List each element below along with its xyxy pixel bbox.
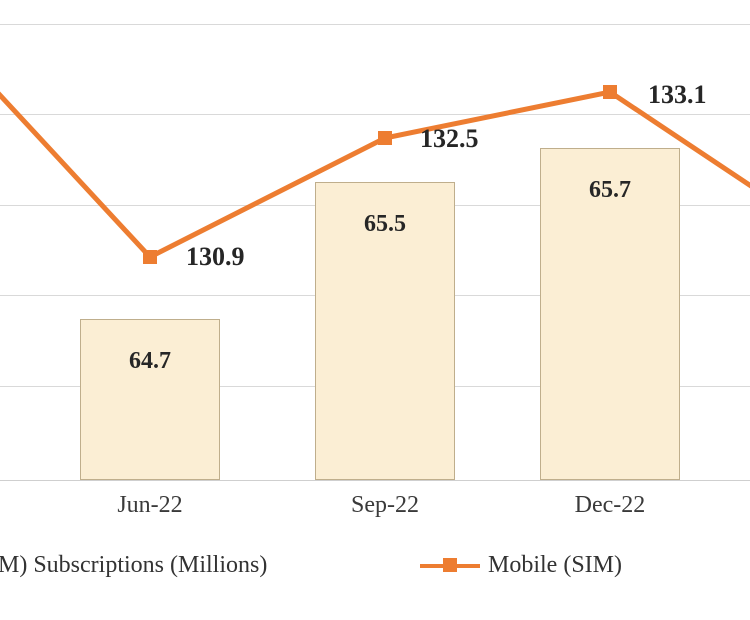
line-marker bbox=[603, 85, 617, 99]
x-tick-label: Jun-22 bbox=[60, 492, 240, 519]
plot-area: 64.7 65.5 65.7 130.9 132.5 133.1 bbox=[0, 0, 750, 481]
line-value-label: 133.1 bbox=[648, 80, 707, 110]
legend-label: Mobile (SIM) bbox=[488, 552, 622, 579]
x-tick-label: Sep-22 bbox=[295, 492, 475, 519]
legend-item-bar: M) Subscriptions (Millions) bbox=[0, 550, 267, 580]
line-series bbox=[0, 0, 750, 480]
line-path bbox=[0, 52, 750, 257]
legend-item-line: Mobile (SIM) bbox=[420, 550, 622, 580]
legend-line-swatch bbox=[420, 550, 480, 580]
line-value-label: 132.5 bbox=[420, 124, 479, 154]
line-marker bbox=[378, 131, 392, 145]
legend-label: M) Subscriptions (Millions) bbox=[0, 552, 267, 579]
line-marker bbox=[143, 250, 157, 264]
legend: M) Subscriptions (Millions) Mobile (SIM) bbox=[0, 550, 750, 610]
combo-chart: 64.7 65.5 65.7 130.9 132.5 133.1 Jun-22 … bbox=[0, 0, 750, 620]
x-tick-label: Dec-22 bbox=[520, 492, 700, 519]
line-value-label: 130.9 bbox=[186, 242, 245, 272]
